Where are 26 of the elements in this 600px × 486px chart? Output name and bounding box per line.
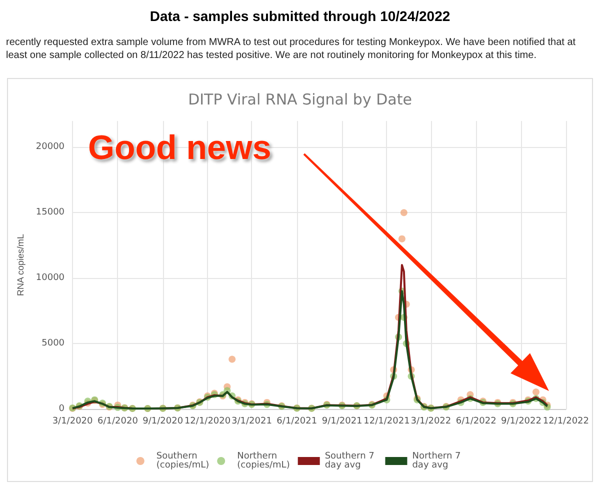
x-tick-label: 6/1/2022 [456, 416, 496, 426]
text: recently requested extra sample volume from MWRA to test out procedures for testing Monkeypox. We have been notified that at least one sample collected on 8/11/2022 has tested positive. We are not routinely monitoring for Monkeypox at this time. [5, 36, 577, 63]
annotation: Good news [88, 129, 272, 168]
x-tick-label: 12/1/2020 [184, 416, 231, 426]
y-tick-label: 10000 [36, 273, 65, 284]
x-tick-label: 12/1/2022 [542, 416, 590, 426]
x-tick-label: 3/1/2022 [410, 416, 452, 426]
legend-label: Northern (copies/mL) [237, 452, 290, 470]
text: Data - samples submitted through 10/24/2022 [148, 7, 452, 26]
y-tick-label: 0 [58, 404, 65, 414]
x-tick-label: 9/1/2021 [322, 416, 362, 426]
y-tick-label: 15000 [36, 208, 65, 218]
legend-label: Southern 7 day avg [324, 452, 378, 470]
y-tick-label: 5000 [42, 338, 65, 349]
x-tick-label: 6/1/2021 [276, 416, 318, 426]
legend-label: Southern (copies/mL) [156, 452, 210, 470]
y-axis-title: RNA copies/mL [16, 234, 26, 296]
x-tick-label: 3/1/2021 [232, 416, 272, 426]
x-tick-label: 6/1/2020 [97, 416, 138, 426]
y-tick-label: 20000 [36, 142, 65, 152]
x-tick-label: 9/1/2022 [501, 416, 542, 426]
legend-label: Northern 7 day avg [412, 452, 464, 470]
chart-title: DITP Viral RNA Signal by Date [188, 90, 412, 108]
x-tick-label: 3/1/2020 [52, 416, 94, 426]
x-tick-label: 12/1/2021 [364, 416, 410, 426]
x-tick-label: 9/1/2020 [142, 416, 184, 426]
